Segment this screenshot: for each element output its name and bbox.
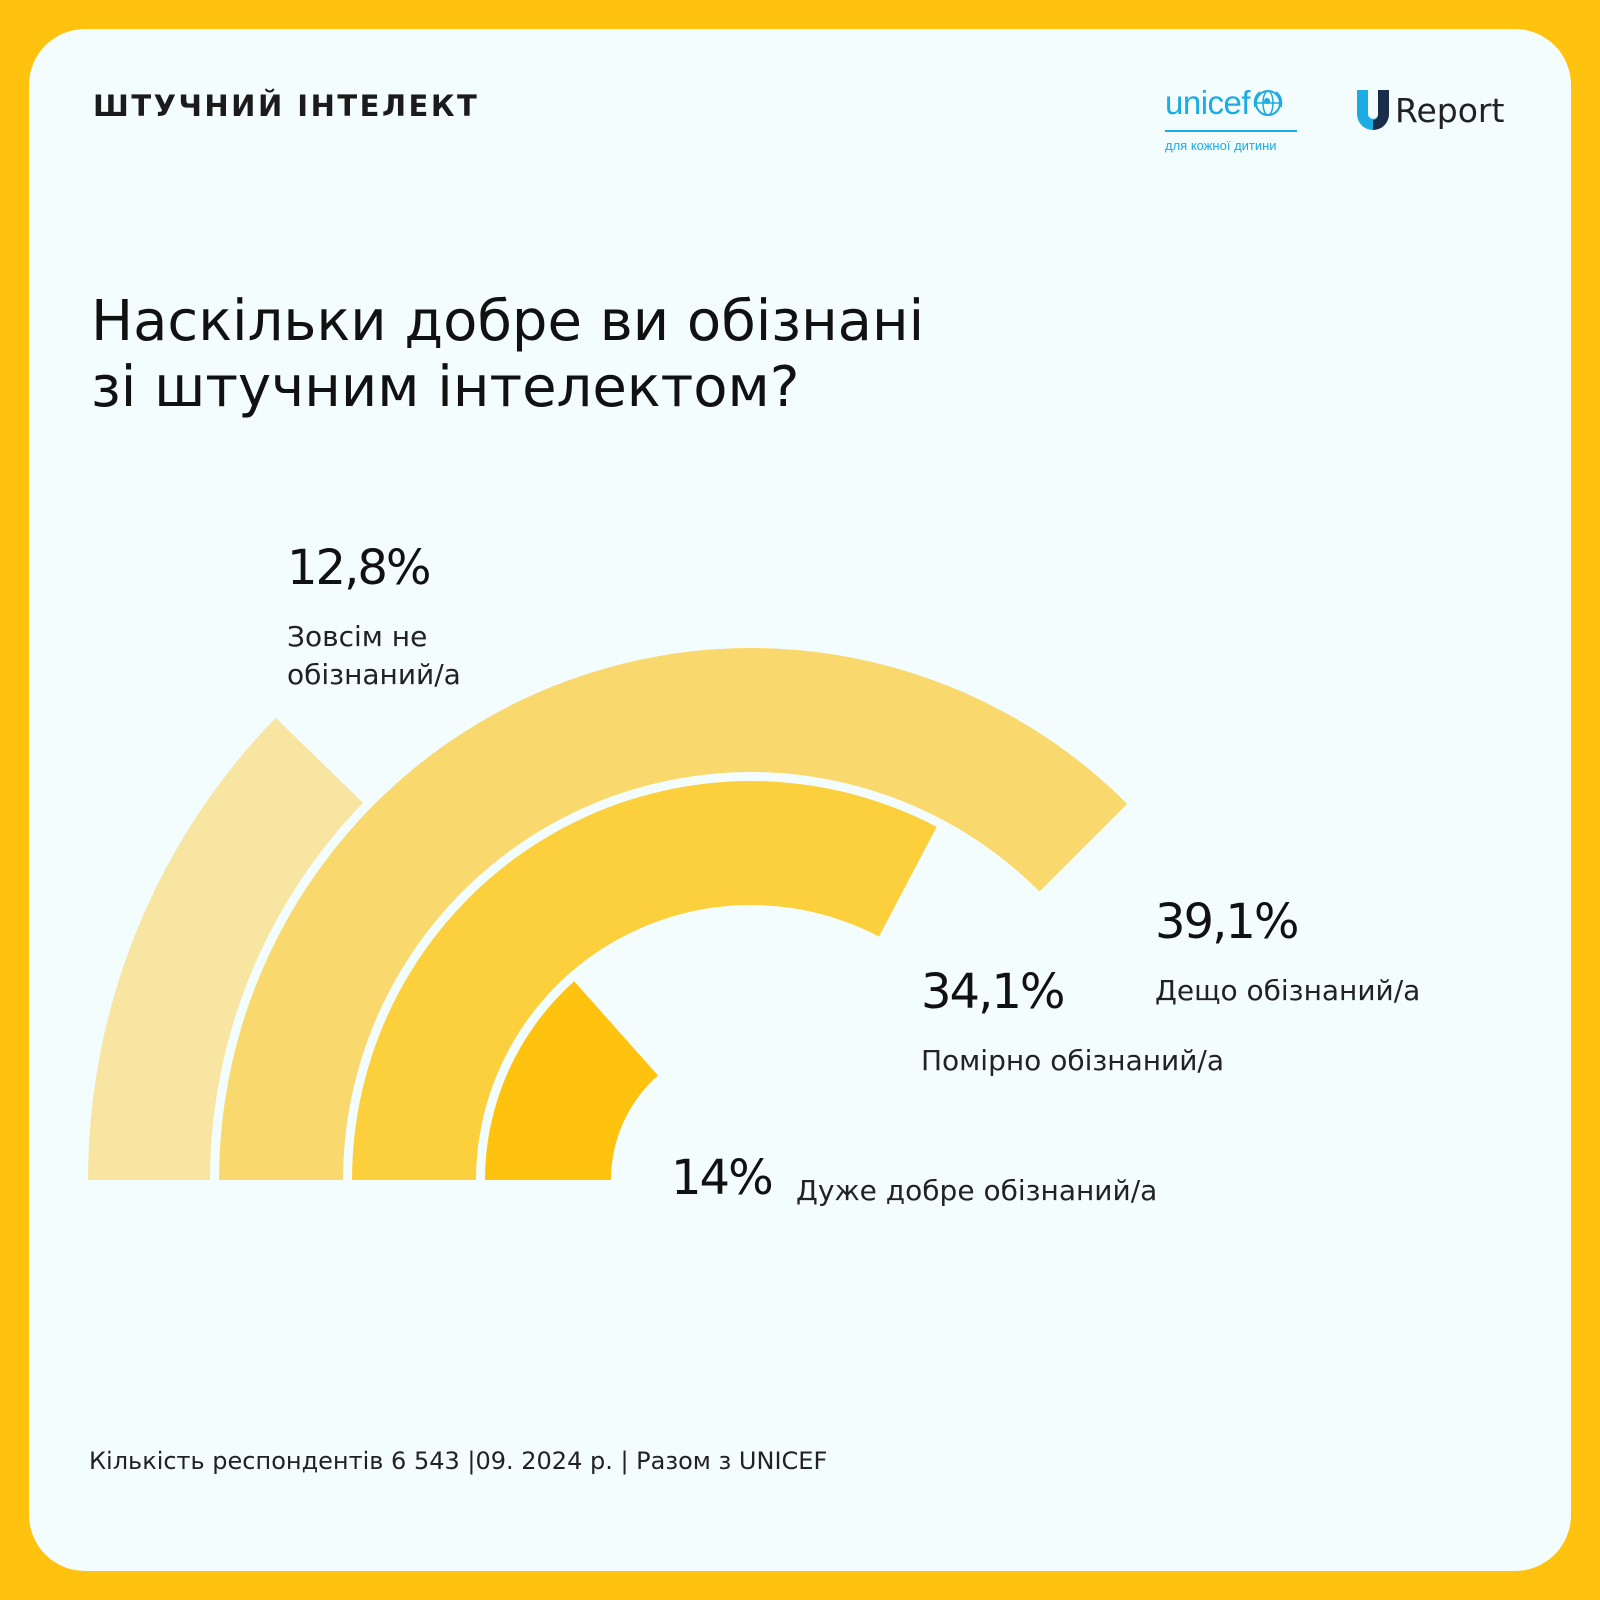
- value-label-4: 14%: [671, 1150, 772, 1206]
- footer-note: Кількість респондентів 6 543 |09. 2024 р…: [89, 1447, 828, 1475]
- bar-arc-2: [219, 648, 1128, 1180]
- question-title: Наскільки добре ви обізнані зі штучним і…: [91, 289, 991, 421]
- question-line-1: Наскільки добре ви обізнані: [91, 289, 925, 354]
- card: ШТУЧНИЙ ІНТЕЛЕКТ unicef для кожної дитин…: [29, 29, 1571, 1571]
- unicef-wordmark: unicef: [1165, 84, 1251, 121]
- unicef-globe-icon: [1253, 90, 1283, 116]
- category-label-2: Дещо обізнаний/а: [1155, 974, 1420, 1007]
- category-label-4: Дуже добре обізнаний/а: [796, 1174, 1157, 1207]
- unicef-tagline: для кожної дитини: [1165, 137, 1277, 153]
- bar-arc-1: [88, 717, 364, 1180]
- unicef-divider: [1165, 130, 1297, 132]
- bar-arc-4: [485, 981, 658, 1180]
- radial-bar-chart: 12,8% Зовсім не обізнаний/а 39,1% Дещо обізн…: [88, 540, 1420, 1207]
- ureport-u-icon: [1357, 90, 1389, 130]
- bar-arc-3: [352, 781, 937, 1180]
- ureport-wordmark: Report: [1395, 90, 1505, 130]
- value-label-1: 12,8%: [287, 540, 429, 596]
- category-label-3: Помірно обізнаний/а: [921, 1044, 1224, 1077]
- section-label: ШТУЧНИЙ ІНТЕЛЕКТ: [93, 89, 480, 123]
- question-line-2: зі штучним інтелектом?: [91, 355, 800, 420]
- category-label-1-line-1: Зовсім не: [287, 620, 427, 653]
- value-label-2: 39,1%: [1155, 894, 1297, 950]
- ureport-logo: Report: [1357, 90, 1504, 130]
- category-label-1-line-2: обізнаний/а: [287, 658, 461, 691]
- value-label-3: 34,1%: [921, 964, 1063, 1020]
- unicef-logo: unicef для кожної дитини: [1165, 84, 1305, 153]
